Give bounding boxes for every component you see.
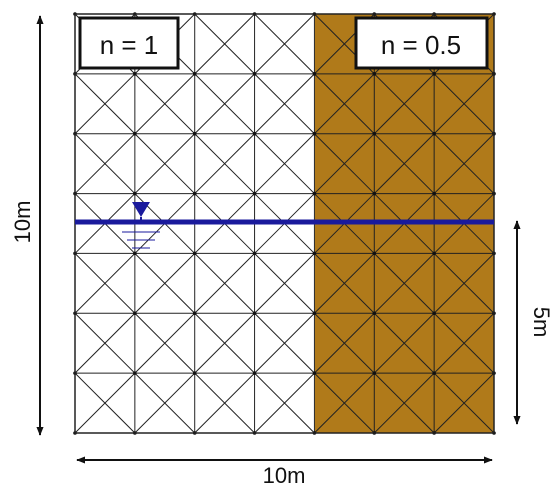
mesh-diagonal <box>254 372 315 434</box>
mesh-diagonal <box>254 73 315 135</box>
mesh-node <box>372 191 377 196</box>
mesh-diagonal <box>254 133 315 194</box>
mesh-node <box>192 191 197 196</box>
mesh-diagonal <box>74 253 136 314</box>
mesh-node <box>372 131 377 136</box>
mesh-node <box>432 311 436 316</box>
mesh-diagonal <box>373 73 435 135</box>
mesh-diagonal <box>194 133 255 194</box>
mesh-node <box>312 72 317 76</box>
mesh-diagonal <box>314 372 375 434</box>
mesh-diagonal <box>194 73 255 135</box>
mesh-node <box>192 72 197 76</box>
mesh-diagonal <box>194 372 255 434</box>
mesh-diagonal <box>433 372 495 434</box>
mesh-node <box>252 311 257 316</box>
mesh-diagonal <box>74 312 136 374</box>
water-table-triangle-icon <box>122 202 160 249</box>
mesh-node <box>372 251 377 256</box>
dimension-label-right: 5m <box>529 307 550 338</box>
mesh-node <box>312 371 317 375</box>
mesh-diagonal <box>373 372 435 434</box>
mesh-node <box>192 131 197 136</box>
mesh-node <box>372 371 377 375</box>
mesh-diagonal <box>134 372 196 434</box>
mesh-node <box>432 251 436 256</box>
mesh-diagonal <box>194 253 255 314</box>
mesh-node <box>372 311 377 316</box>
mesh-node <box>312 191 317 196</box>
mesh-diagonal <box>314 73 375 135</box>
mesh-diagonal <box>314 253 375 314</box>
label-n1: n = 1 <box>100 30 159 60</box>
mesh-node <box>432 191 436 196</box>
mesh-diagonal <box>74 372 136 434</box>
mesh-node <box>312 131 317 136</box>
mesh-diagonal <box>314 312 375 374</box>
mesh-diagonal <box>74 73 136 135</box>
mesh-node <box>252 191 257 196</box>
label-box-n1: n = 1 <box>78 16 180 70</box>
mesh-diagonal <box>433 312 495 374</box>
dimension-label-left: 10m <box>10 201 35 244</box>
mesh-diagonal <box>134 312 196 374</box>
mesh-node <box>372 72 377 76</box>
mesh-node <box>432 131 436 136</box>
mesh-diagonal <box>194 312 255 374</box>
mesh-node <box>133 371 137 375</box>
mesh-diagonal <box>74 133 136 194</box>
mesh-node <box>133 131 137 136</box>
mesh-diagonal <box>194 13 255 75</box>
mesh-node <box>432 72 436 76</box>
mesh-node <box>192 311 197 316</box>
mesh-node <box>192 371 197 375</box>
mesh-diagonal <box>373 253 435 314</box>
mesh-node <box>133 311 137 316</box>
mesh-diagonal <box>254 312 315 374</box>
dimension-label-bottom: 10m <box>263 463 306 488</box>
mesh-node <box>432 371 436 375</box>
mesh-node <box>312 251 317 256</box>
mesh-node <box>252 131 257 136</box>
mesh-node <box>192 251 197 256</box>
label-box-n05: n = 0.5 <box>354 16 489 70</box>
mesh-diagonal <box>254 13 315 75</box>
mesh-node <box>133 72 137 76</box>
mesh-node <box>252 371 257 375</box>
mesh-node <box>252 251 257 256</box>
mesh-node <box>133 191 137 196</box>
mesh-diagonal <box>254 253 315 314</box>
mesh-diagonal <box>373 133 435 194</box>
mesh-diagonal <box>134 133 196 194</box>
mesh-diagonal <box>134 253 196 314</box>
mesh-diagonal <box>433 133 495 194</box>
mesh-diagonal <box>433 73 495 135</box>
label-n05: n = 0.5 <box>381 30 461 60</box>
mesh-node <box>312 311 317 316</box>
mesh-diagonal <box>433 253 495 314</box>
mesh-node <box>252 72 257 76</box>
mesh-node <box>133 251 137 256</box>
mesh-nodes <box>73 12 496 435</box>
mesh-diagonal <box>134 73 196 135</box>
mesh-diagonal <box>314 133 375 194</box>
mesh-diagonal <box>373 312 435 374</box>
